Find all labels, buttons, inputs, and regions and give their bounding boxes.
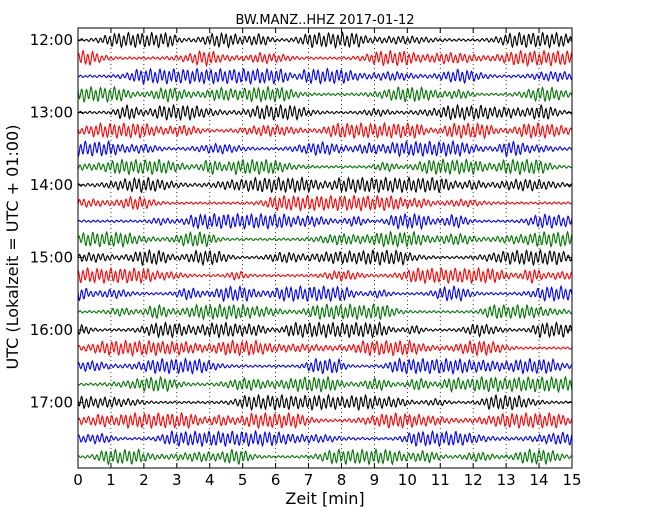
y-tick-label: 13:00	[30, 103, 73, 121]
seismic-trace	[77, 85, 573, 104]
seismic-trace	[77, 212, 573, 231]
x-tick-label: 15	[562, 471, 581, 489]
x-tick-label: 5	[238, 471, 248, 489]
trace-group	[77, 31, 573, 466]
seismic-trace	[77, 248, 573, 267]
y-tick-label: 17:00	[30, 393, 73, 411]
x-tick-label: 9	[370, 471, 380, 489]
x-tick-label: 14	[530, 471, 549, 489]
seismic-trace	[77, 230, 573, 249]
grid-lines	[110, 28, 540, 468]
seismic-trace	[77, 194, 573, 213]
x-tick-label: 0	[73, 471, 83, 489]
seismic-trace	[77, 303, 573, 321]
x-tick-label: 6	[271, 471, 281, 489]
x-tick-label: 12	[464, 471, 483, 489]
x-tick-label: 11	[431, 471, 450, 489]
y-tick-label: 15:00	[30, 248, 73, 266]
seismic-trace	[77, 67, 573, 86]
x-axis: 0 1 2 3 4 5 6 7 8 9 10 11 12 13 14 15	[73, 28, 582, 489]
seismic-trace	[77, 266, 573, 285]
seismic-trace	[77, 176, 573, 194]
seismic-trace	[77, 339, 573, 358]
seismic-trace	[77, 121, 573, 140]
seismic-trace	[77, 357, 572, 376]
seismic-trace	[77, 158, 573, 176]
seismic-trace	[77, 103, 573, 122]
x-tick-label: 3	[172, 471, 182, 489]
seismic-trace	[78, 448, 573, 466]
y-tick-label: 12:00	[30, 31, 73, 49]
x-tick-label: 13	[497, 471, 516, 489]
x-tick-label: 4	[205, 471, 215, 489]
x-tick-label: 7	[304, 471, 314, 489]
seismic-trace	[77, 393, 573, 412]
y-tick-label: 14:00	[30, 176, 73, 194]
seismic-trace	[77, 49, 573, 68]
seismic-trace	[77, 429, 573, 448]
x-tick-label: 2	[139, 471, 149, 489]
seismic-trace	[77, 31, 573, 50]
y-axis-label: UTC (Lokalzeit = UTC + 01:00)	[3, 125, 22, 370]
y-tick-label: 16:00	[30, 321, 73, 339]
seismic-trace	[77, 139, 573, 158]
x-tick-label: 10	[398, 471, 417, 489]
x-tick-label: 1	[106, 471, 116, 489]
chart-title: BW.MANZ..HHZ 2017-01-12	[235, 13, 414, 28]
plot-frame	[77, 27, 573, 469]
seismic-trace	[77, 375, 573, 394]
x-axis-label: Zeit [min]	[285, 489, 364, 508]
seismic-trace	[77, 411, 573, 430]
seismic-trace	[77, 321, 573, 339]
x-tick-label: 8	[337, 471, 347, 489]
y-axis: 12:00 13:00 14:00 15:00 16:00 17:00	[30, 31, 572, 411]
seismic-trace	[77, 284, 573, 303]
